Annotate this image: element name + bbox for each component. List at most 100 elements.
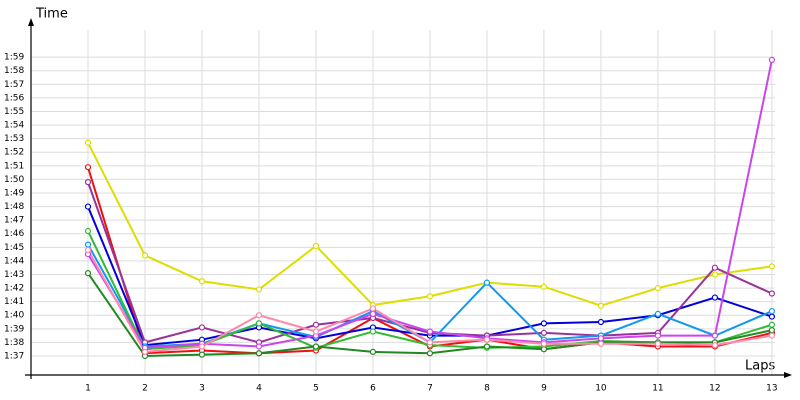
data-point xyxy=(84,270,92,277)
data-point xyxy=(711,271,719,278)
y-tick-label: 1:59 xyxy=(4,53,24,63)
x-tick-label: 7 xyxy=(427,384,433,394)
y-tick-label: 1:58 xyxy=(4,66,24,76)
data-point xyxy=(141,252,149,259)
data-point xyxy=(768,327,776,334)
data-point xyxy=(312,242,320,250)
y-tick-label: 1:49 xyxy=(4,188,24,198)
data-point xyxy=(426,350,434,357)
data-point xyxy=(540,283,548,290)
y-tick-label: 1:55 xyxy=(4,107,24,117)
y-tick-label: 1:44 xyxy=(4,256,24,266)
data-point xyxy=(84,227,92,235)
data-point xyxy=(369,310,377,317)
data-point xyxy=(654,332,662,339)
x-tick-label: 3 xyxy=(199,384,205,394)
data-point xyxy=(426,339,434,346)
y-tick-label: 1:37 xyxy=(4,351,24,361)
data-point xyxy=(312,328,320,335)
y-tick-label: 1:50 xyxy=(4,175,24,185)
x-tick-label: 13 xyxy=(766,384,777,394)
data-point xyxy=(312,343,320,350)
y-tick-label: 1:53 xyxy=(4,134,24,144)
data-point xyxy=(597,318,605,326)
data-point xyxy=(84,179,92,186)
data-point xyxy=(141,348,149,356)
data-point xyxy=(768,308,776,315)
data-point xyxy=(597,302,605,309)
data-point xyxy=(654,340,662,347)
x-tick-label: 6 xyxy=(370,384,376,394)
x-tick-label: 1 xyxy=(85,384,91,394)
data-point xyxy=(654,284,662,292)
data-point xyxy=(255,320,263,327)
data-point xyxy=(540,320,548,327)
data-point xyxy=(84,241,92,248)
x-tick-label: 4 xyxy=(256,384,262,394)
data-point xyxy=(198,343,206,350)
data-point xyxy=(255,350,263,357)
data-point xyxy=(198,324,206,331)
data-point xyxy=(540,329,548,336)
y-tick-label: 1:45 xyxy=(4,243,24,253)
x-axis-label: Laps xyxy=(745,359,775,374)
data-point xyxy=(768,263,776,270)
y-axis-label: Time xyxy=(35,7,68,22)
data-point xyxy=(711,264,719,271)
data-point xyxy=(198,351,206,358)
data-point xyxy=(198,278,206,285)
data-point xyxy=(426,328,434,335)
data-point xyxy=(84,164,92,171)
data-point xyxy=(768,321,776,328)
y-tick-label: 1:47 xyxy=(4,216,24,226)
data-point xyxy=(711,332,719,339)
y-tick-label: 1:39 xyxy=(4,324,24,334)
data-point xyxy=(768,313,776,320)
y-axis-arrow xyxy=(28,18,34,26)
data-point xyxy=(84,203,92,210)
y-tick-label: 1:56 xyxy=(4,93,24,103)
y-tick-label: 1:38 xyxy=(4,338,24,348)
y-tick-label: 1:40 xyxy=(4,311,24,321)
y-tick-label: 1:46 xyxy=(4,229,24,239)
x-tick-label: 10 xyxy=(595,384,607,394)
y-tick-label: 1:51 xyxy=(4,161,24,171)
x-tick-label: 11 xyxy=(652,384,663,394)
x-tick-label: 2 xyxy=(142,384,148,394)
data-point xyxy=(597,335,605,342)
data-point xyxy=(255,312,263,319)
y-tick-label: 1:43 xyxy=(4,270,24,280)
data-point xyxy=(84,246,92,254)
data-point xyxy=(369,328,377,335)
y-tick-label: 1:48 xyxy=(4,202,24,212)
y-tick-label: 1:52 xyxy=(4,148,24,158)
data-point xyxy=(369,348,377,356)
data-point xyxy=(84,139,92,146)
data-point xyxy=(768,332,776,339)
data-point xyxy=(540,346,548,353)
data-point xyxy=(426,293,434,300)
y-tick-label: 1:41 xyxy=(4,297,24,307)
x-tick-label: 9 xyxy=(541,384,547,394)
data-point xyxy=(483,343,491,350)
x-tick-label: 5 xyxy=(313,384,319,394)
x-tick-label: 8 xyxy=(484,384,490,394)
data-point xyxy=(654,310,662,317)
data-point xyxy=(483,279,491,286)
data-point xyxy=(711,294,719,301)
data-point xyxy=(255,343,263,350)
data-point xyxy=(540,340,548,347)
x-axis-arrow xyxy=(784,372,792,378)
data-point xyxy=(768,290,776,297)
data-point xyxy=(312,321,320,328)
data-point xyxy=(711,342,719,349)
y-tick-label: 1:57 xyxy=(4,80,24,90)
data-point xyxy=(597,340,605,347)
y-tick-label: 1:54 xyxy=(4,121,24,131)
data-point xyxy=(483,336,491,343)
data-point xyxy=(768,56,776,63)
y-tick-label: 1:42 xyxy=(4,284,24,294)
x-tick-label: 12 xyxy=(709,384,720,394)
data-point xyxy=(255,286,263,293)
